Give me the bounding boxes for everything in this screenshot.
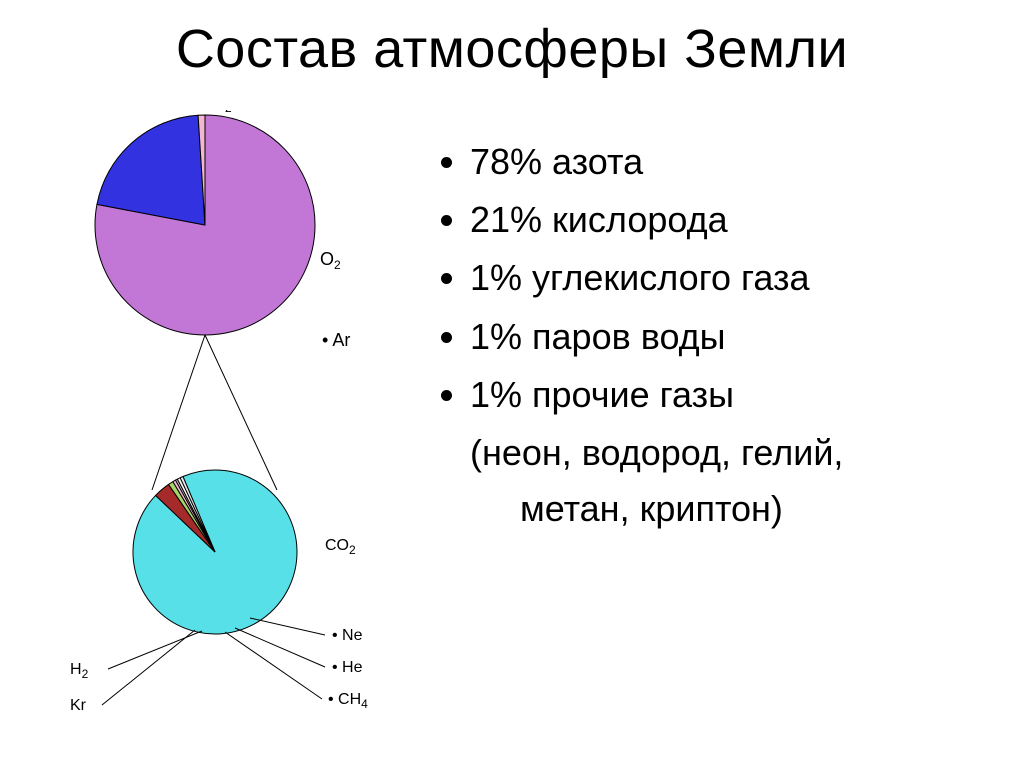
main-pie — [95, 115, 315, 335]
bullet-list: 78% азота 21% кислорода 1% углекислого г… — [430, 130, 990, 535]
bullet-item: 78% азота — [470, 136, 990, 188]
chart-label: CO2 — [325, 537, 356, 557]
chart-label: • He — [332, 659, 363, 676]
bullet-item: 21% кислорода — [470, 194, 990, 246]
chart-label: • Ne — [332, 627, 363, 644]
bullet-ul: 78% азота 21% кислорода 1% углекислого г… — [430, 136, 990, 421]
bullet-item: 1% паров воды — [470, 311, 990, 363]
leader-line — [225, 632, 322, 699]
chart-label: • Ar — [322, 330, 350, 350]
bullet-paren-line: (неон, водород, гелий, — [430, 427, 990, 479]
connector-line — [205, 335, 277, 490]
chart-label: H2 — [70, 661, 89, 681]
chart-label: Kr — [70, 697, 87, 714]
bullet-paren-line: метан, криптон) — [430, 483, 990, 535]
connector-line — [152, 335, 205, 490]
bullet-item: 1% прочие газы — [470, 369, 990, 421]
leader-line — [235, 628, 325, 667]
leader-line — [108, 631, 202, 669]
detail-pie — [133, 470, 297, 634]
bullet-item: 1% углекислого газа — [470, 252, 990, 304]
chart-label: O2 — [320, 249, 341, 272]
chart-label: • CH4 — [328, 691, 368, 711]
slide: Состав атмосферы Земли 78% азота 21% кис… — [0, 0, 1024, 767]
chart-area: N2 O2 • Ar CO2 • Ne • He • CH4 H2 Kr — [30, 110, 410, 730]
leader-line — [250, 618, 325, 635]
chart-label: N2 — [212, 110, 232, 115]
composition-chart-svg: N2 O2 • Ar CO2 • Ne • He • CH4 H2 Kr — [30, 110, 410, 730]
leader-line — [102, 630, 195, 705]
page-title: Состав атмосферы Земли — [0, 18, 1024, 80]
